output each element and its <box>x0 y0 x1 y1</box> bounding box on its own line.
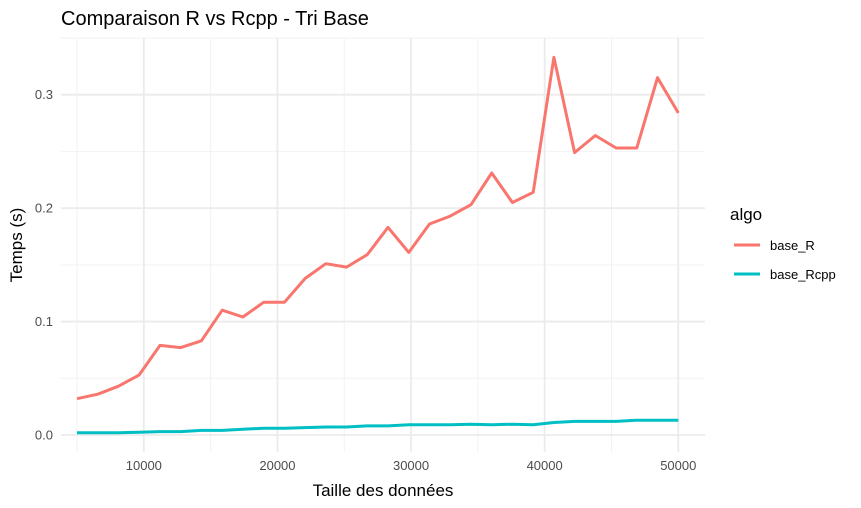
x-tick-label: 40000 <box>527 458 563 473</box>
x-tick-label: 50000 <box>660 458 696 473</box>
x-tick-label: 30000 <box>393 458 429 473</box>
x-tick-label: 20000 <box>259 458 295 473</box>
series-line-base-rcpp <box>77 418 679 435</box>
y-axis-title: Temps (s) <box>7 208 26 283</box>
x-tick-label: 10000 <box>126 458 162 473</box>
legend-label-base-rcpp: base_Rcpp <box>770 267 836 282</box>
series-line-base-r <box>76 55 680 401</box>
series-layer <box>76 55 680 435</box>
y-tick-label: 0.2 <box>35 201 53 216</box>
y-tick-label: 0.3 <box>35 87 53 102</box>
y-axis-ticks: 0.0 0.1 0.2 0.3 <box>35 87 53 442</box>
legend: algo base_R base_Rcpp <box>730 205 836 282</box>
x-axis-ticks: 10000 20000 30000 40000 50000 <box>126 458 697 473</box>
x-axis-title: Taille des données <box>313 481 454 500</box>
y-tick-label: 0.1 <box>35 314 53 329</box>
legend-label-base-r: base_R <box>770 238 815 253</box>
major-grid <box>61 38 705 452</box>
y-tick-label: 0.0 <box>35 427 53 442</box>
minor-grid <box>61 37 705 452</box>
chart-title: Comparaison R vs Rcpp - Tri Base <box>61 8 369 30</box>
legend-title: algo <box>730 205 762 224</box>
